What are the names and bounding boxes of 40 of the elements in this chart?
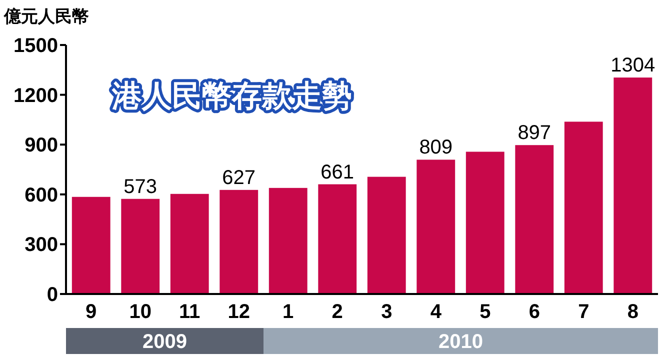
- bar: [318, 184, 357, 294]
- bar: [515, 145, 554, 294]
- x-tick-label: 3: [381, 301, 392, 323]
- x-tick-label: 1: [282, 301, 294, 323]
- text: 2009: [142, 331, 187, 353]
- data-label: 573: [124, 176, 158, 198]
- x-tick-label: 10: [129, 301, 152, 323]
- x-tick-label: 9: [86, 301, 97, 323]
- x-tick-label: 6: [528, 301, 540, 323]
- bar: [170, 194, 209, 294]
- y-tick-label: 900: [24, 134, 58, 157]
- y-axis-title: 億元人民幣: [3, 7, 89, 26]
- y-tick-label: 300: [24, 234, 58, 256]
- bar: [416, 160, 456, 294]
- y-tick-label: 1200: [14, 84, 58, 107]
- bar: [121, 198, 160, 294]
- x-tick-label: 5: [480, 301, 491, 323]
- y-tick-label: 0: [46, 284, 58, 306]
- text: 2010: [438, 331, 483, 353]
- text: 港人民幣存款走勢: [111, 80, 352, 113]
- data-label: 1304: [610, 54, 656, 77]
- bar: [268, 188, 308, 294]
- data-label: 661: [320, 161, 354, 184]
- bar: [220, 190, 258, 294]
- bar: [466, 152, 504, 294]
- x-tick-label: 8: [627, 301, 638, 323]
- x-tick-label: 7: [578, 301, 590, 323]
- data-label: 809: [419, 136, 453, 159]
- bar: [614, 78, 652, 294]
- y-tick-label: 1500: [14, 35, 58, 57]
- x-tick-label: 2: [332, 301, 343, 323]
- y-tick-label: 600: [24, 184, 58, 206]
- data-label: 897: [518, 122, 552, 144]
- x-tick-label: 4: [430, 301, 442, 323]
- bar: [367, 176, 406, 294]
- x-tick-label: 12: [228, 301, 250, 323]
- x-tick-label: 11: [179, 301, 200, 323]
- data-label: 627: [222, 166, 256, 189]
- bar: [564, 122, 603, 294]
- bar: [72, 196, 110, 294]
